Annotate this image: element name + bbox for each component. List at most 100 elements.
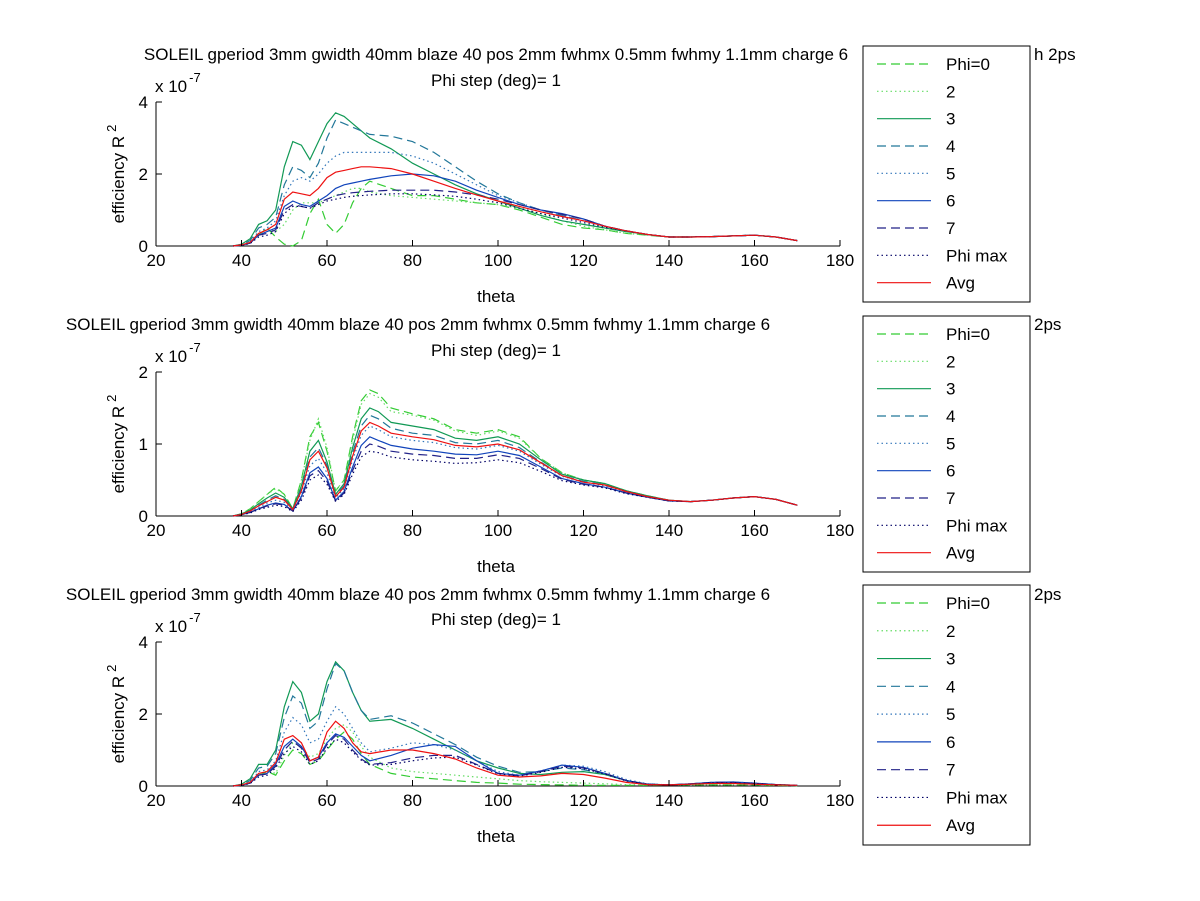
subplot-1-x-tick-label: 160	[740, 251, 768, 270]
subplot-2: SOLEIL gperiod 3mm gwidth 40mm blaze 40 …	[66, 315, 1062, 576]
subplot-3-y-tick-label: 4	[139, 633, 148, 652]
subplot-1-legend-label: 5	[946, 164, 955, 183]
subplot-2-legend-label: 5	[946, 434, 955, 453]
subplot-1-y-exponent: x 10 -7	[155, 70, 201, 96]
subplot-3-xlabel: theta	[477, 827, 515, 846]
subplot-3-y-exponent-power: -7	[189, 610, 201, 625]
subplot-1-x-tick-label: 40	[232, 251, 251, 270]
subplot-1-subtitle: Phi step (deg)= 1	[431, 71, 561, 90]
subplot-1-x-tick-label: 60	[318, 251, 337, 270]
subplot-2-y-tick-label: 2	[139, 363, 148, 382]
subplot-3-legend-label: 2	[946, 622, 955, 641]
subplot-2-ticks: 20 40 60 80 100 120 140 160 180 0 1 2	[139, 363, 855, 540]
subplot-1-legend-box	[862, 45, 1031, 303]
subplot-3-x-tick-label: 40	[232, 791, 251, 810]
subplot-1: SOLEIL gperiod 3mm gwidth 40mm blaze 40 …	[104, 45, 1076, 306]
subplot-2-ylabel-main: efficiency R	[109, 406, 128, 494]
subplot-2-series-9-line	[232, 421, 798, 517]
subplot-2-series-5-line	[232, 425, 798, 517]
subplot-1-y-tick-label: 4	[139, 93, 148, 112]
subplot-3-legend-label: Phi=0	[946, 594, 990, 613]
subplot-2-x-tick-label: 60	[318, 521, 337, 540]
subplot-2-y-exponent-base: x 10	[155, 347, 187, 366]
subplot-3-x-tick-label: 20	[147, 791, 166, 810]
subplot-1-x-tick-label: 80	[403, 251, 422, 270]
subplot-2-legend: Phi=0 2 3 4 5 6 7 Phi max Avg	[862, 315, 1031, 573]
subplot-2-x-tick-label: 100	[484, 521, 512, 540]
subplot-2-series-8-line	[232, 450, 798, 517]
subplot-1-legend-label: Phi max	[946, 246, 1008, 265]
subplot-3-y-exponent: x 10 -7	[155, 610, 201, 636]
subplot-2-x-tick-label: 40	[232, 521, 251, 540]
subplot-2-legend-label: 4	[946, 407, 955, 426]
subplot-2-legend-label: 7	[946, 489, 955, 508]
subplot-3-y-tick-label: 0	[139, 777, 148, 796]
subplot-1-y-exponent-base: x 10	[155, 77, 187, 96]
subplot-1-series-9-line	[232, 166, 798, 247]
subplot-3-x-tick-label: 80	[403, 791, 422, 810]
subplot-3-x-tick-label: 100	[484, 791, 512, 810]
subplot-1-ticks: 20 40 60 80 100 120 140 160 180 0 2 4	[139, 93, 855, 270]
subplot-2-legend-label: 2	[946, 352, 955, 371]
subplot-2-lines	[232, 389, 798, 517]
subplot-1-legend-label: 2	[946, 82, 955, 101]
subplot-1-ylabel-main: efficiency R	[109, 136, 128, 224]
subplot-2-ylabel: efficiency R 2	[104, 395, 128, 494]
subplot-1-lines	[232, 112, 798, 247]
subplot-1-title: SOLEIL gperiod 3mm gwidth 40mm blaze 40 …	[144, 45, 848, 64]
subplot-2-xlabel: theta	[477, 557, 515, 576]
subplot-1-legend-label: 4	[946, 137, 955, 156]
subplot-3-ylabel: efficiency R 2	[104, 665, 128, 764]
subplot-1-y-exponent-power: -7	[189, 70, 201, 85]
subplot-3-title-tail: 2ps	[1034, 585, 1061, 604]
subplot-3-x-tick-label: 180	[826, 791, 854, 810]
subplot-3-legend-label: 6	[946, 733, 955, 752]
subplot-1-x-tick-label: 20	[147, 251, 166, 270]
subplot-3-legend-label: 7	[946, 761, 955, 780]
subplot-3-legend-label: 5	[946, 705, 955, 724]
subplot-1-legend-label: 3	[946, 110, 955, 129]
subplot-2-x-tick-label: 160	[740, 521, 768, 540]
subplot-3-legend-label: 3	[946, 650, 955, 669]
subplot-2-x-tick-label: 80	[403, 521, 422, 540]
subplot-2-ylabel-sup: 2	[104, 395, 119, 402]
subplot-3-legend: Phi=0 2 3 4 5 6 7 Phi max Avg	[862, 584, 1031, 846]
subplot-2-x-tick-label: 20	[147, 521, 166, 540]
subplot-2-series-7-line	[232, 443, 798, 517]
subplot-3: SOLEIL gperiod 3mm gwidth 40mm blaze 40 …	[66, 584, 1061, 846]
subplot-2-title: SOLEIL gperiod 3mm gwidth 40mm blaze 40 …	[66, 315, 770, 334]
subplot-1-title-tail: h 2ps	[1034, 45, 1076, 64]
subplot-2-legend-label: 3	[946, 380, 955, 399]
subplot-1-legend-label: Phi=0	[946, 55, 990, 74]
subplot-1-x-tick-label: 120	[569, 251, 597, 270]
subplot-2-x-tick-label: 140	[655, 521, 683, 540]
subplot-2-legend-label: Avg	[946, 544, 975, 563]
subplot-2-legend-label: Phi max	[946, 516, 1008, 535]
subplot-3-y-tick-label: 2	[139, 705, 148, 724]
subplot-3-title: SOLEIL gperiod 3mm gwidth 40mm blaze 40 …	[66, 585, 770, 604]
subplot-3-x-tick-label: 160	[740, 791, 768, 810]
subplot-1-legend-label: 6	[946, 192, 955, 211]
subplot-1-x-tick-label: 180	[826, 251, 854, 270]
subplot-2-legend-label: Phi=0	[946, 325, 990, 344]
subplot-2-legend-label: 6	[946, 462, 955, 481]
subplot-1-x-tick-label: 140	[655, 251, 683, 270]
subplot-1-xlabel: theta	[477, 287, 515, 306]
subplot-2-y-tick-label: 0	[139, 507, 148, 526]
subplot-3-legend-box	[862, 584, 1031, 846]
subplot-2-subtitle: Phi step (deg)= 1	[431, 341, 561, 360]
subplot-2-x-tick-label: 180	[826, 521, 854, 540]
subplot-2-y-tick-label: 1	[139, 435, 148, 454]
subplot-1-ylabel: efficiency R 2	[104, 125, 128, 224]
subplot-1-legend: Phi=0 2 3 4 5 6 7 Phi max Avg	[862, 45, 1031, 303]
subplot-2-x-tick-label: 120	[569, 521, 597, 540]
subplot-3-subtitle: Phi step (deg)= 1	[431, 610, 561, 629]
subplot-1-legend-label: 7	[946, 219, 955, 238]
subplot-3-legend-label: 4	[946, 677, 955, 696]
subplot-3-y-exponent-base: x 10	[155, 617, 187, 636]
subplot-1-ylabel-sup: 2	[104, 125, 119, 132]
subplot-3-x-tick-label: 140	[655, 791, 683, 810]
subplot-3-ticks: 20 40 60 80 100 120 140 160 180 0 2 4	[139, 633, 855, 810]
subplot-3-legend-label: Phi max	[946, 788, 1008, 807]
